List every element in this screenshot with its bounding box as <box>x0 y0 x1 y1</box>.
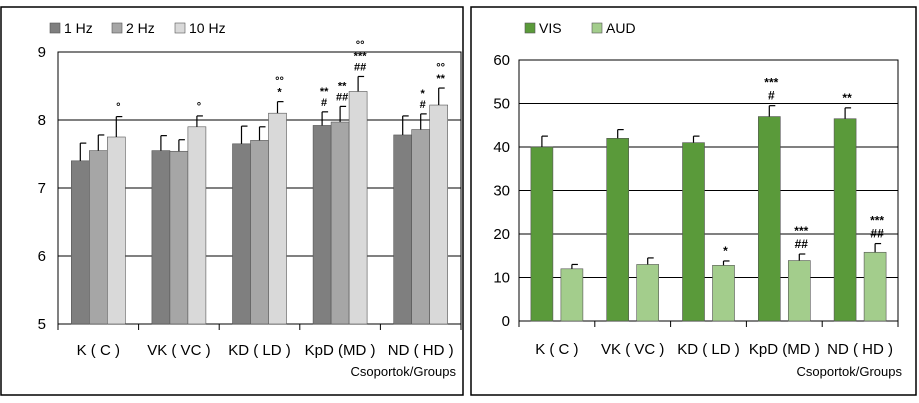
significance-marker: ## <box>870 227 884 241</box>
plot-area <box>518 59 899 322</box>
bar <box>187 126 207 325</box>
bar <box>636 264 659 322</box>
y-tick-label: 50 <box>493 96 510 113</box>
x-category-label: KD ( LD ) <box>677 341 740 358</box>
y-tick-label: 10 <box>493 270 510 287</box>
bar <box>712 265 735 322</box>
bar <box>330 121 350 325</box>
bar <box>530 146 554 322</box>
legend-label: 1 Hz <box>64 20 93 36</box>
significance-marker: ** <box>338 80 347 92</box>
bar <box>429 104 449 325</box>
x-category-label: ND ( HD ) <box>388 342 454 359</box>
x-category-label: KpD (MD ) <box>305 342 376 359</box>
significance-marker: ° <box>116 102 120 114</box>
x-axis-title: Csoportok/Groups <box>351 364 457 379</box>
significance-marker: ** <box>842 91 852 105</box>
significance-marker: * <box>421 88 426 100</box>
y-tick-label: 60 <box>493 52 510 69</box>
x-category-label: ND ( HD ) <box>827 341 893 358</box>
x-category-label: K ( C ) <box>77 342 120 359</box>
significance-marker: *** <box>870 214 884 228</box>
y-tick-label: 8 <box>38 112 46 129</box>
y-tick-label: 20 <box>493 226 510 243</box>
y-tick-label: 6 <box>38 248 46 265</box>
bar <box>268 112 287 325</box>
y-tick-label: 9 <box>38 44 46 61</box>
y-tick-label: 30 <box>493 183 510 200</box>
significance-marker: *** <box>764 76 778 90</box>
legend-label: AUD <box>606 20 636 36</box>
x-category-label: VK ( VC ) <box>147 342 210 359</box>
significance-marker: ## <box>795 237 809 251</box>
legend-swatch <box>174 22 186 34</box>
significance-marker: * <box>277 87 282 99</box>
significance-marker: *** <box>354 50 368 62</box>
legend-swatch <box>591 22 603 34</box>
y-tick-label: 0 <box>502 313 510 330</box>
bar <box>169 150 189 325</box>
bar <box>787 260 811 322</box>
legend-label: 2 Hz <box>126 20 155 36</box>
significance-marker: ** <box>320 86 329 98</box>
bar <box>151 150 171 325</box>
significance-marker: ** <box>436 73 445 85</box>
x-category-label: KD ( LD ) <box>228 342 291 359</box>
bar <box>560 268 584 322</box>
bar <box>107 136 126 325</box>
bar <box>757 116 781 322</box>
bar <box>833 118 857 322</box>
significance-marker: °° <box>275 76 284 88</box>
y-tick-label: 7 <box>38 180 46 197</box>
legend-label: 10 Hz <box>189 20 226 36</box>
y-tick-label: 5 <box>38 316 46 333</box>
legend-swatch <box>111 22 123 34</box>
significance-marker: ## <box>354 61 366 73</box>
bar <box>682 142 705 322</box>
legend-swatch <box>524 22 536 34</box>
significance-marker: # <box>420 99 426 111</box>
frequency-chart-panel: 5 6 7 8 9 ° ° °° * ** # ** ## °° *** ## * # °° ** K ( C ) VK … <box>0 6 464 396</box>
modality-chart-panel: 0 10 20 30 40 50 60 * *** # *** ## ** *** ## K ( C ) VK … <box>470 0 919 403</box>
bar <box>312 125 332 325</box>
significance-marker: °° <box>356 39 365 51</box>
bar <box>606 138 629 322</box>
significance-marker: * <box>723 244 728 258</box>
bar <box>250 140 269 325</box>
significance-marker: # <box>768 89 775 103</box>
significance-marker: # <box>321 97 327 109</box>
x-category-label: VK ( VC ) <box>601 341 664 358</box>
bar <box>411 129 431 325</box>
x-category-label: K ( C ) <box>535 341 578 358</box>
significance-marker: ## <box>336 91 348 103</box>
bar <box>863 251 887 322</box>
x-axis-title: Csoportok/Groups <box>797 364 903 379</box>
legend-swatch <box>49 22 61 34</box>
significance-marker: *** <box>794 224 808 238</box>
significance-marker: ° <box>197 101 201 113</box>
legend-label: VIS <box>539 20 562 36</box>
x-category-label: KpD (MD ) <box>749 341 820 358</box>
significance-marker: °° <box>436 62 445 74</box>
bar <box>71 160 90 325</box>
bar <box>393 134 413 325</box>
bar <box>348 91 368 325</box>
bar <box>232 143 251 325</box>
y-tick-label: 40 <box>493 139 510 156</box>
bar <box>89 150 108 325</box>
